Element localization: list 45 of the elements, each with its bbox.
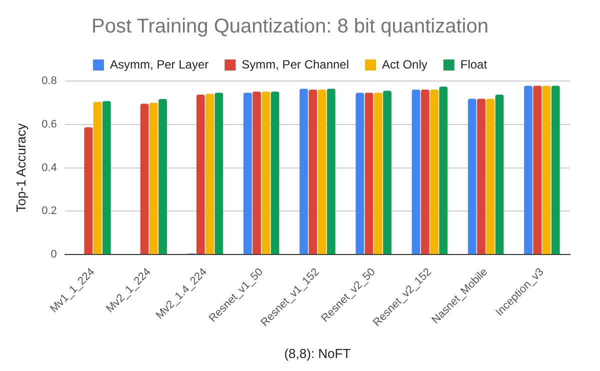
bar — [149, 102, 158, 254]
bar — [533, 86, 542, 254]
bar — [158, 99, 167, 254]
legend-label: Asymm, Per Layer — [110, 57, 209, 72]
bar — [140, 104, 149, 254]
bar — [364, 92, 374, 254]
bar — [84, 127, 93, 254]
bar — [93, 102, 102, 254]
bar — [262, 92, 270, 254]
chart-title: Post Training Quantization: 8 bit quantization — [92, 16, 488, 38]
bar — [468, 98, 476, 254]
y-axis-title: Top-1 Accuracy — [13, 122, 28, 212]
bar — [326, 88, 336, 254]
bar — [374, 92, 382, 254]
bar — [412, 90, 420, 254]
y-tick-label: 0 — [50, 248, 57, 261]
y-tick-label: 0.8 — [42, 75, 57, 88]
bar — [439, 86, 448, 254]
legend-label: Act Only — [382, 57, 428, 72]
bar — [102, 101, 111, 254]
y-tick-label: 0.4 — [42, 162, 57, 174]
bar — [420, 90, 430, 254]
bar — [495, 94, 504, 254]
bar — [430, 90, 438, 254]
y-tick-label: 0.2 — [42, 205, 57, 218]
bar — [318, 90, 326, 254]
legend-label: Symm, Per Channel — [242, 57, 350, 72]
bar — [300, 88, 308, 254]
bar — [356, 92, 364, 254]
bar — [308, 90, 318, 254]
x-axis-title: (8,8): NoFT — [284, 346, 351, 361]
bar — [542, 86, 551, 254]
bar — [270, 92, 280, 254]
bar — [383, 90, 392, 254]
y-tick-label: 0.6 — [42, 118, 57, 130]
bar — [477, 98, 486, 254]
bar — [486, 98, 495, 254]
legend-label: Float — [460, 57, 488, 72]
bar — [206, 94, 214, 254]
bar — [252, 92, 261, 254]
bar — [214, 92, 224, 254]
bar — [243, 92, 252, 254]
bar — [524, 86, 532, 254]
bar — [196, 94, 205, 254]
bar — [551, 86, 560, 254]
